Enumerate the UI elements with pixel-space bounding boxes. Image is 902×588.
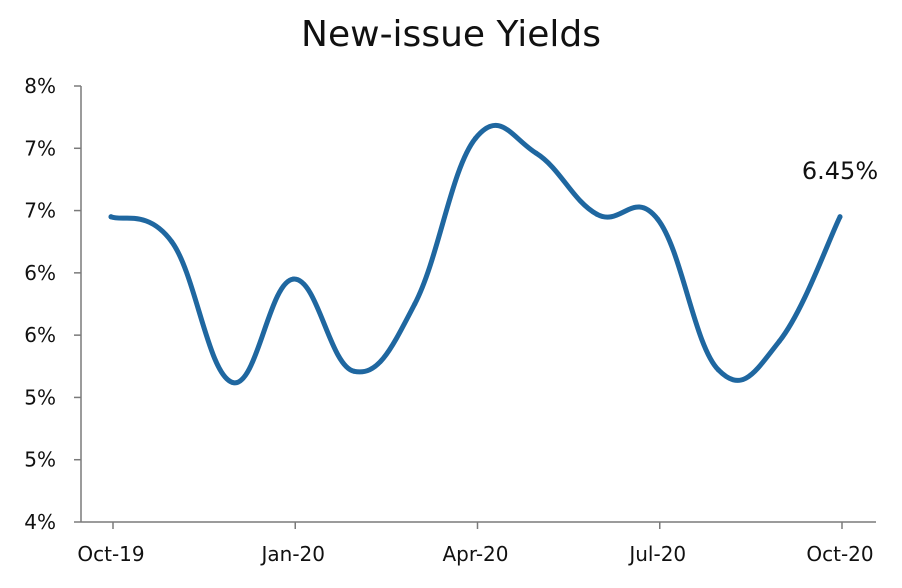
x-tick-label: Jul-20: [627, 542, 686, 566]
x-tick-label: Apr-20: [443, 542, 509, 566]
data-point: [716, 367, 721, 373]
data-point: [230, 379, 235, 385]
data-label: 6.45%: [802, 157, 878, 185]
data-point: [655, 216, 661, 222]
y-tick-label: 5%: [24, 448, 56, 472]
data-point: [108, 214, 114, 220]
data-point: [533, 150, 539, 156]
y-tick-label: 4%: [24, 510, 56, 534]
data-point: [351, 368, 357, 374]
x-tick-label: Oct-19: [77, 542, 144, 566]
x-tick-label: Jan-20: [260, 542, 326, 566]
data-point: [412, 301, 418, 307]
data-point: [290, 276, 296, 282]
y-tick-label: 5%: [24, 385, 56, 409]
chart-title: New-issue Yields: [301, 14, 601, 55]
data-point: [594, 211, 600, 217]
data-point: [473, 135, 478, 141]
y-tick-label: 6%: [24, 261, 56, 285]
y-tick-label: 8%: [24, 74, 56, 98]
y-tick-label: 7%: [24, 136, 56, 160]
x-tick-label: Oct-20: [806, 542, 873, 566]
y-tick-label: 6%: [24, 323, 56, 347]
series-line: [108, 122, 843, 385]
data-point: [776, 338, 782, 344]
data-point: [169, 239, 175, 245]
y-tick-label: 7%: [24, 199, 56, 223]
data-point: [837, 214, 843, 220]
